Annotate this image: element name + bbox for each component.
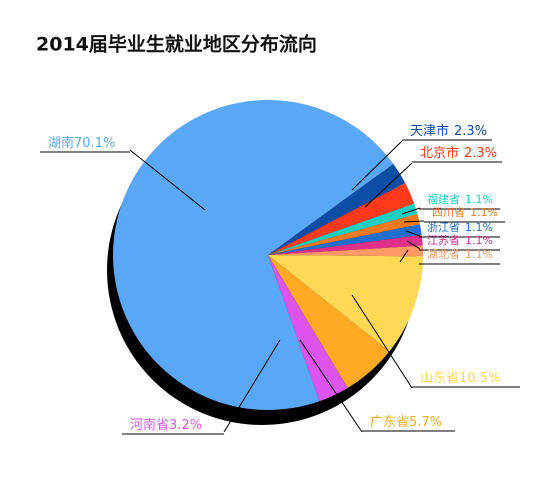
label-name: 四川省 (432, 206, 465, 219)
slice-label: 福建省 1.1% (427, 192, 493, 206)
leader-line (351, 140, 403, 191)
leader-line (399, 249, 409, 263)
slice-label: 四川省 1.1% (432, 206, 498, 219)
slice-label: 湖南70.1% (48, 135, 115, 151)
label-name: 湖南 (48, 135, 74, 151)
label-value: 1.1% (465, 193, 493, 206)
chart-title: 2014届毕业生就业地区分布流向 (36, 33, 317, 56)
label-value: 1.1% (465, 221, 493, 234)
label-name: 广东省 (370, 415, 409, 430)
pie-slice (268, 255, 348, 402)
leader-line (403, 220, 425, 223)
label-name: 河南省 (130, 417, 169, 433)
pie-slice (113, 100, 394, 411)
leader-line (299, 339, 363, 433)
pie-slice (268, 182, 415, 255)
pie-slice (268, 234, 423, 255)
slice-label: 江苏省 1.1% (427, 234, 493, 247)
slice-label: 北京市 2.3% (420, 145, 497, 161)
label-value: 2.3% (464, 146, 497, 161)
label-value: 10.5% (459, 371, 500, 386)
label-value: 1.1% (465, 248, 493, 261)
leader-line (223, 339, 281, 433)
slice-label: 河南省3.2% (130, 417, 202, 433)
pie-slice (268, 224, 422, 255)
leader-line (405, 230, 421, 237)
label-name: 北京市 (420, 145, 459, 161)
slice-label: 广东省5.7% (370, 415, 442, 430)
slice-label: 山东省10.5% (420, 371, 500, 386)
label-name: 山东省 (420, 371, 459, 386)
leader-line (401, 207, 421, 215)
slice-label: 湖北省 1.1% (427, 248, 493, 261)
label-value: 1.1% (465, 234, 493, 247)
leader-line (351, 294, 413, 389)
label-value: 1.1% (470, 206, 498, 219)
pie-slice (268, 203, 418, 255)
pie-slice (268, 163, 406, 255)
pie-slice (268, 255, 390, 388)
leader-line (364, 162, 413, 208)
label-value: 2.3% (454, 124, 487, 139)
label-name: 湖北省 (427, 248, 460, 261)
label-name: 江苏省 (427, 234, 460, 247)
label-value: 3.2% (169, 418, 202, 433)
label-name: 天津市 (410, 123, 449, 139)
label-name: 福建省 (427, 192, 460, 206)
pie-slice (268, 245, 423, 257)
label-value: 70.1% (74, 136, 115, 151)
leader-line (406, 240, 421, 250)
label-name: 浙江省 (427, 221, 460, 234)
label-value: 5.7% (409, 415, 442, 430)
leader-line (129, 149, 206, 211)
pie-slice (268, 213, 420, 255)
slice-label: 天津市 2.3% (410, 123, 487, 139)
pie-slice (268, 255, 423, 352)
slice-label: 浙江省 1.1% (427, 221, 493, 234)
